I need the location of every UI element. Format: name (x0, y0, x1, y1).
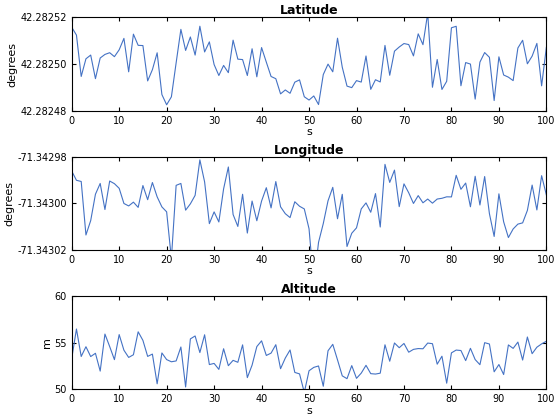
X-axis label: s: s (306, 266, 312, 276)
Title: Latitude: Latitude (280, 5, 338, 18)
Y-axis label: m: m (41, 337, 52, 348)
Y-axis label: degrees: degrees (4, 181, 15, 226)
Title: Longitude: Longitude (274, 144, 344, 157)
X-axis label: s: s (306, 127, 312, 137)
Y-axis label: degrees: degrees (8, 42, 17, 87)
Title: Altitude: Altitude (281, 283, 337, 296)
X-axis label: s: s (306, 406, 312, 415)
